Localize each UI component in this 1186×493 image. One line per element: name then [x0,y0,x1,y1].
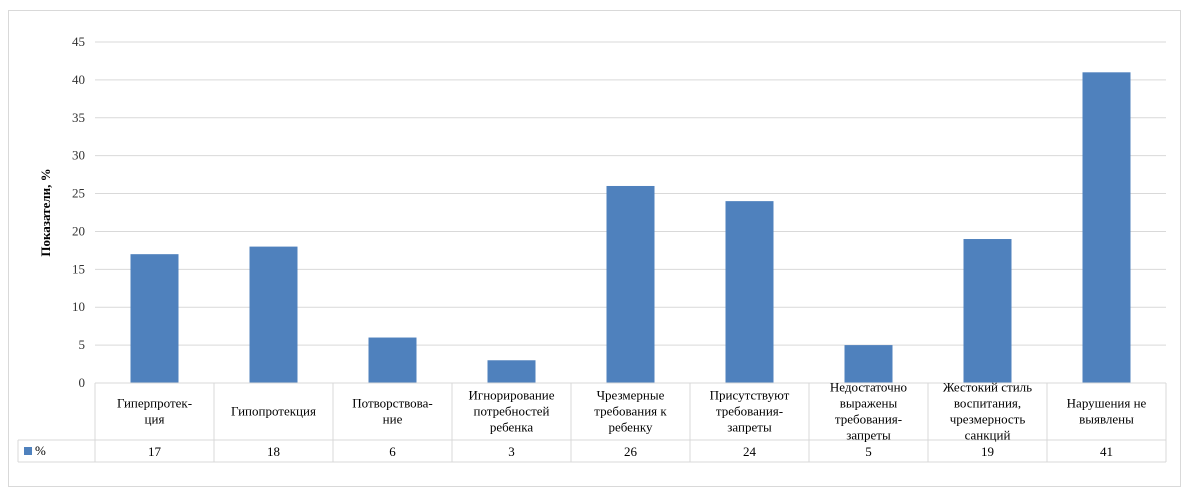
bar [606,185,655,383]
category-label: Потворствова-ние [352,396,433,427]
y-tick-label: 35 [72,110,85,125]
data-value-label: 3 [508,444,515,459]
bar [487,360,536,383]
data-value-label: 17 [148,444,162,459]
bar [368,337,417,383]
data-value-label: 18 [267,444,280,459]
bar [725,201,774,383]
bar [130,254,179,383]
category-label: Гипопротекция [231,404,316,419]
data-value-label: 26 [624,444,638,459]
data-value-label: 41 [1100,444,1113,459]
legend-swatch [24,447,32,455]
category-label: Игнорирование потребностей ребенка [468,388,554,435]
y-tick-label: 5 [79,337,86,352]
data-value-label: 19 [981,444,994,459]
y-tick-label: 45 [72,34,85,49]
y-tick-label: 20 [72,223,85,238]
bar [963,239,1012,383]
category-label: Жестокий стиль воспитания, чрезмерность сан… [943,380,1032,443]
category-label: Недостаточно выражены требования-запреты [830,380,907,443]
data-value-label: 5 [865,444,872,459]
data-value-label: 24 [743,444,757,459]
category-label: Гиперпротек-ция [117,396,192,427]
bar [249,246,298,383]
y-tick-label: 0 [79,375,86,390]
y-tick-label: 25 [72,186,85,201]
y-tick-label: 10 [72,299,85,314]
category-label: Нарушения не выявлены [1067,396,1147,427]
bar [844,345,893,383]
y-axis-label: Показатели, % [38,168,53,256]
y-tick-label: 15 [72,261,85,276]
category-label: Присутствуют требования-запреты [710,388,790,435]
y-tick-label: 40 [72,72,85,87]
data-value-label: 6 [389,444,396,459]
bar [1082,72,1131,384]
y-tick-label: 30 [72,148,85,163]
legend-label: % [35,443,46,458]
category-label: Чрезмерные требования к ребенку [594,388,667,435]
